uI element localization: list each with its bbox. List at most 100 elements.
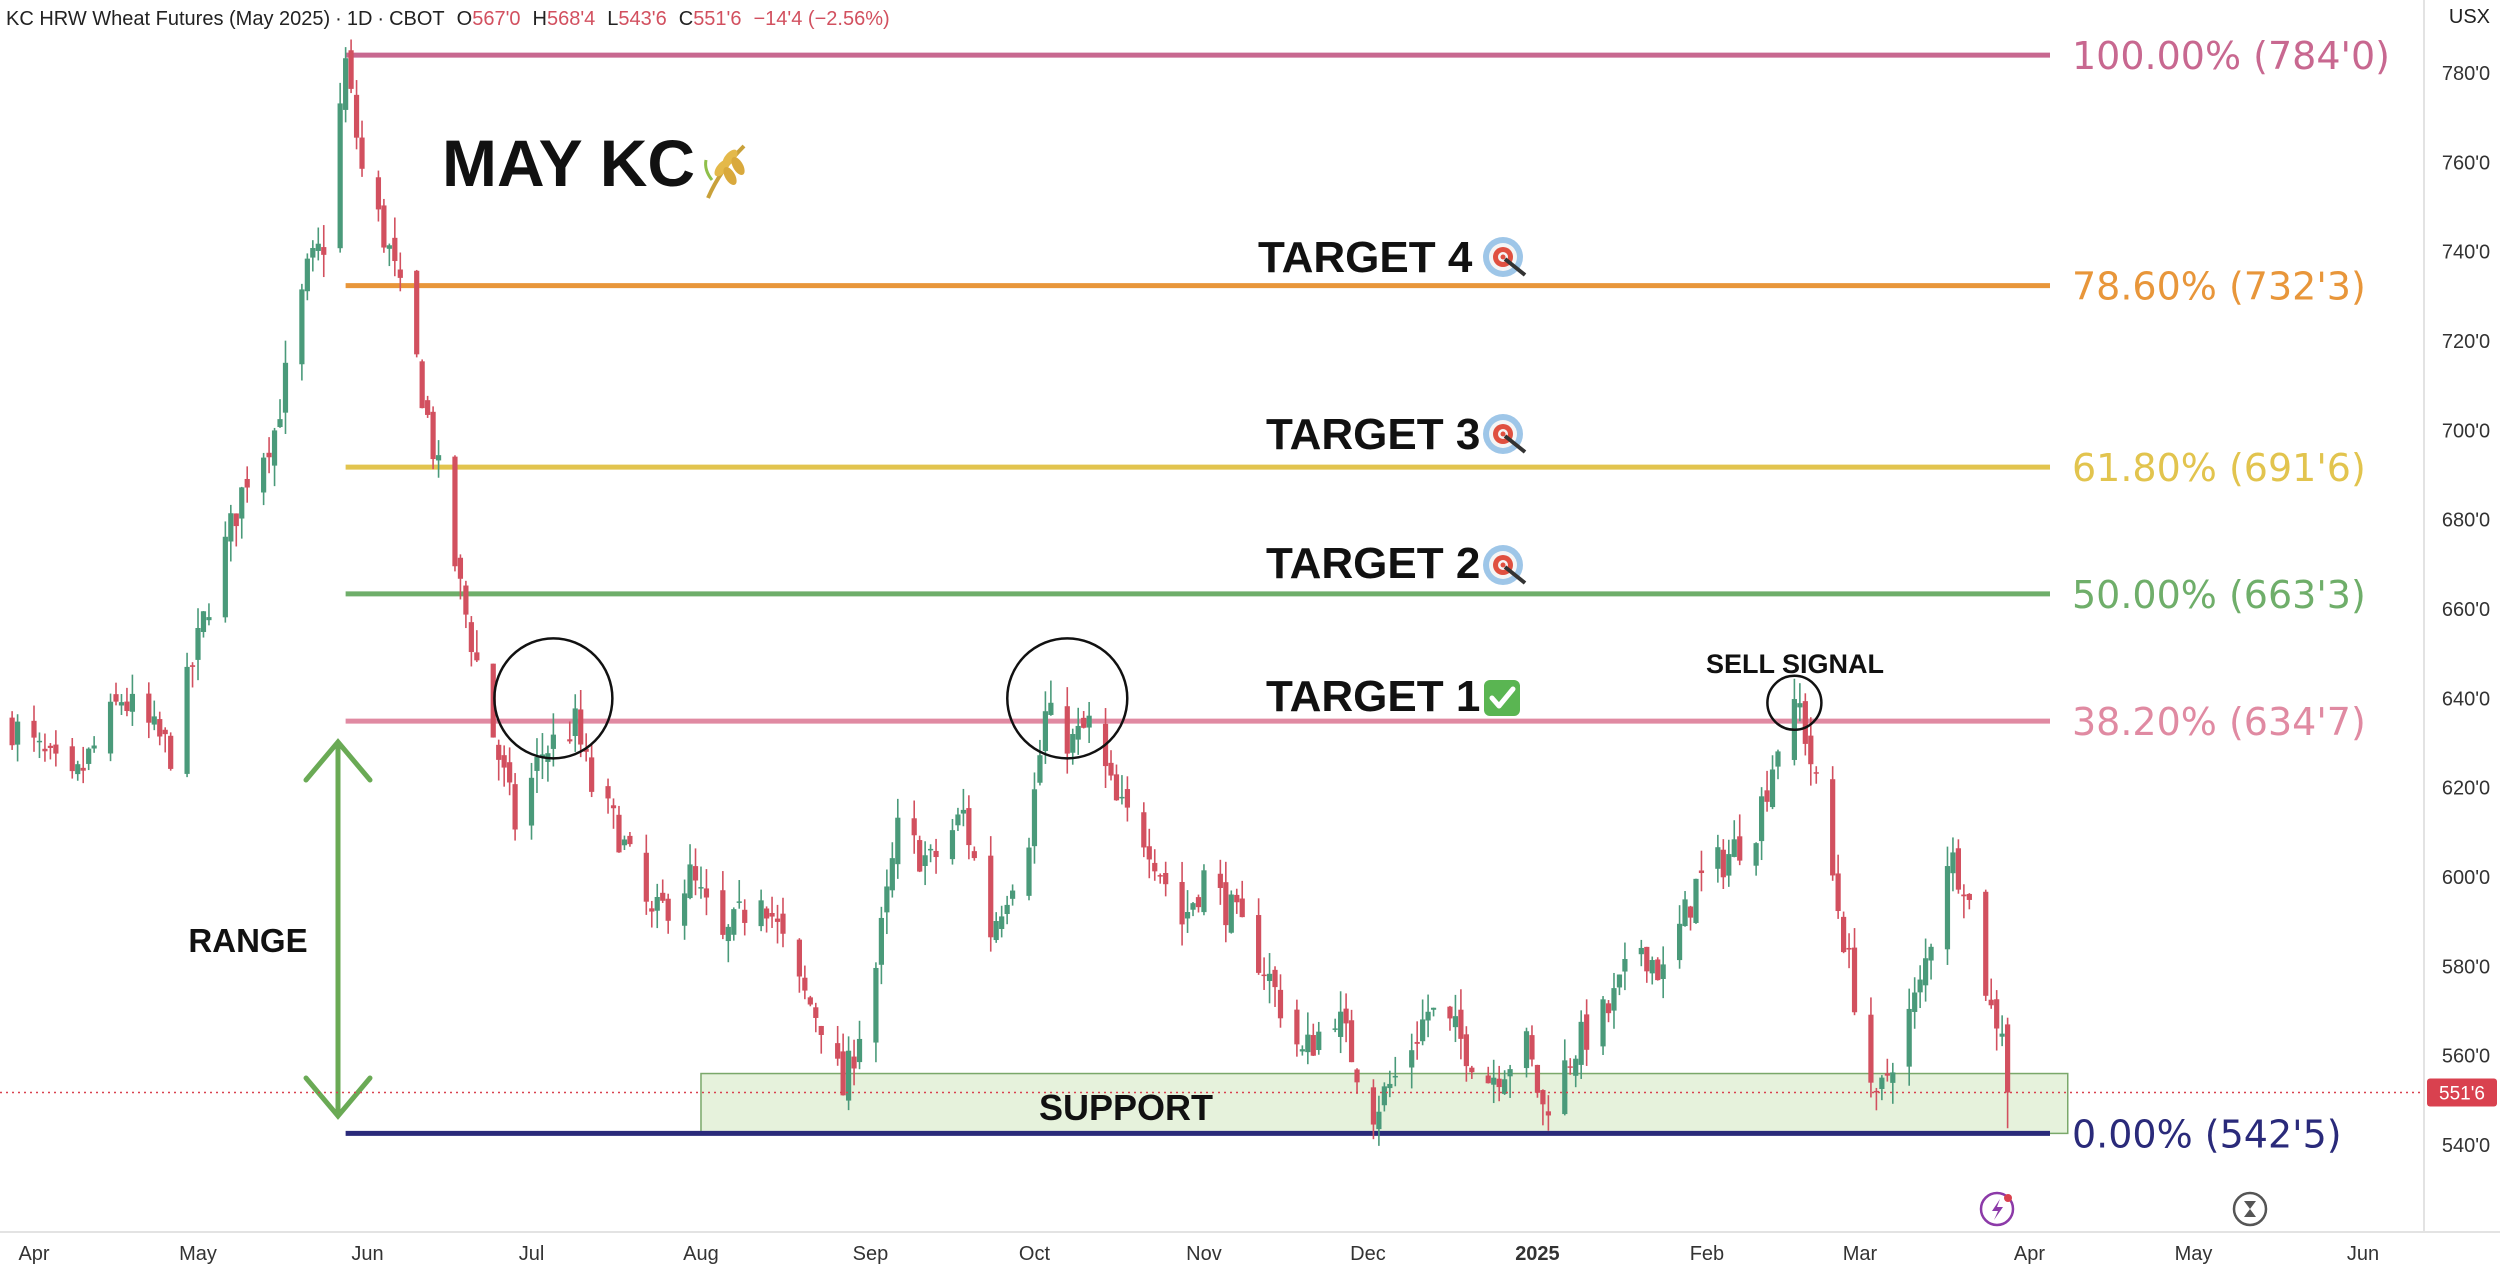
candle [1217, 859, 1223, 905]
candle [1676, 905, 1683, 969]
target-1-label: TARGET 1 [1266, 672, 1480, 721]
candle [698, 866, 704, 899]
candle [681, 879, 688, 940]
candle [643, 834, 649, 915]
candle [1802, 693, 1808, 756]
candle [1562, 1039, 1568, 1116]
candle [1048, 680, 1054, 716]
lightning-icon[interactable] [1979, 1191, 2015, 1227]
candle [1277, 974, 1284, 1028]
candle [397, 252, 403, 292]
candle [299, 283, 305, 381]
candle [1846, 933, 1852, 969]
target-3-label: TARGET 3 [1266, 410, 1480, 459]
open-value: 567'0 [472, 7, 521, 30]
candle [1491, 1059, 1497, 1104]
candle [1983, 889, 1989, 1002]
candle [1234, 888, 1240, 914]
candle [1064, 687, 1070, 774]
candle [1840, 911, 1847, 954]
candle [1808, 717, 1814, 786]
candle [763, 906, 770, 933]
candle [720, 871, 726, 940]
candle [692, 848, 699, 896]
candle [1430, 1007, 1437, 1017]
candle [1163, 861, 1169, 897]
candle [1731, 820, 1737, 858]
candle [1081, 711, 1087, 729]
candle [807, 995, 813, 1007]
candle [665, 893, 671, 934]
candle [1190, 901, 1196, 917]
candle [1010, 884, 1016, 906]
candle [627, 831, 633, 847]
candle [184, 652, 190, 778]
candle [452, 455, 458, 572]
candle [534, 738, 540, 794]
candle [31, 705, 37, 752]
candle [835, 1025, 841, 1066]
candle [878, 906, 884, 985]
candle [1004, 895, 1010, 925]
y-tick-label: 540'0 [2442, 1135, 2490, 1157]
candle [1256, 898, 1262, 975]
candle [1616, 974, 1623, 996]
candle [1228, 890, 1234, 934]
candle [736, 880, 742, 909]
candle [304, 253, 310, 301]
header-sep: · [335, 7, 342, 30]
candle [1994, 990, 2000, 1051]
candle [266, 437, 272, 474]
hourglass-icon[interactable] [2232, 1191, 2268, 1227]
candle [430, 406, 436, 470]
target-4-annotation: TARGET 4 [1258, 233, 1527, 282]
candle [703, 869, 710, 916]
candle [1605, 1000, 1612, 1023]
candle [780, 897, 786, 948]
candle [1184, 890, 1191, 933]
y-tick-label: 560'0 [2442, 1046, 2490, 1068]
candle [1485, 1066, 1491, 1084]
candle [840, 1033, 846, 1096]
high-label: H [532, 7, 547, 30]
candle [1660, 946, 1666, 999]
target-1-annotation: TARGET 1 [1266, 672, 1520, 721]
candle [1119, 775, 1125, 805]
y-tick-label: 600'0 [2442, 867, 2490, 889]
candle [769, 896, 775, 928]
candle [1693, 878, 1699, 924]
candle [1775, 749, 1781, 780]
x-tick-label: Mar [1843, 1243, 1878, 1265]
candle [1305, 1012, 1311, 1065]
candle [1381, 1082, 1387, 1112]
candle [1950, 837, 1956, 892]
candle [1086, 701, 1092, 744]
candle [1113, 764, 1120, 801]
high-value: 568'4 [546, 7, 596, 30]
candle [1753, 842, 1759, 876]
candle [796, 938, 802, 993]
candle [884, 869, 890, 935]
highlight-circle [493, 637, 614, 760]
candle [206, 603, 212, 626]
symbol-header[interactable]: KC HRW Wheat Futures (May 2025) · 1D · C… [6, 4, 890, 34]
candle [151, 700, 157, 731]
candle [1343, 993, 1349, 1043]
support-label: SUPPORT [1039, 1087, 1213, 1128]
candle [873, 962, 879, 1063]
x-tick-label: Aug [683, 1243, 719, 1265]
y-tick-label: 780'0 [2442, 63, 2490, 85]
x-tick-label: Jul [519, 1243, 545, 1265]
fib-level-label: 78.60% (732'3) [2072, 265, 2366, 309]
x-tick-label: May [2175, 1243, 2213, 1265]
currency-label[interactable]: USX [2448, 6, 2490, 28]
highlight-circle [1006, 637, 1129, 760]
candle [589, 744, 595, 798]
candle [1890, 1062, 1896, 1104]
candle [966, 795, 972, 860]
x-tick-label: Jun [2347, 1243, 2379, 1265]
candle [1600, 996, 1606, 1056]
candle [1157, 873, 1163, 884]
candle [47, 743, 54, 760]
